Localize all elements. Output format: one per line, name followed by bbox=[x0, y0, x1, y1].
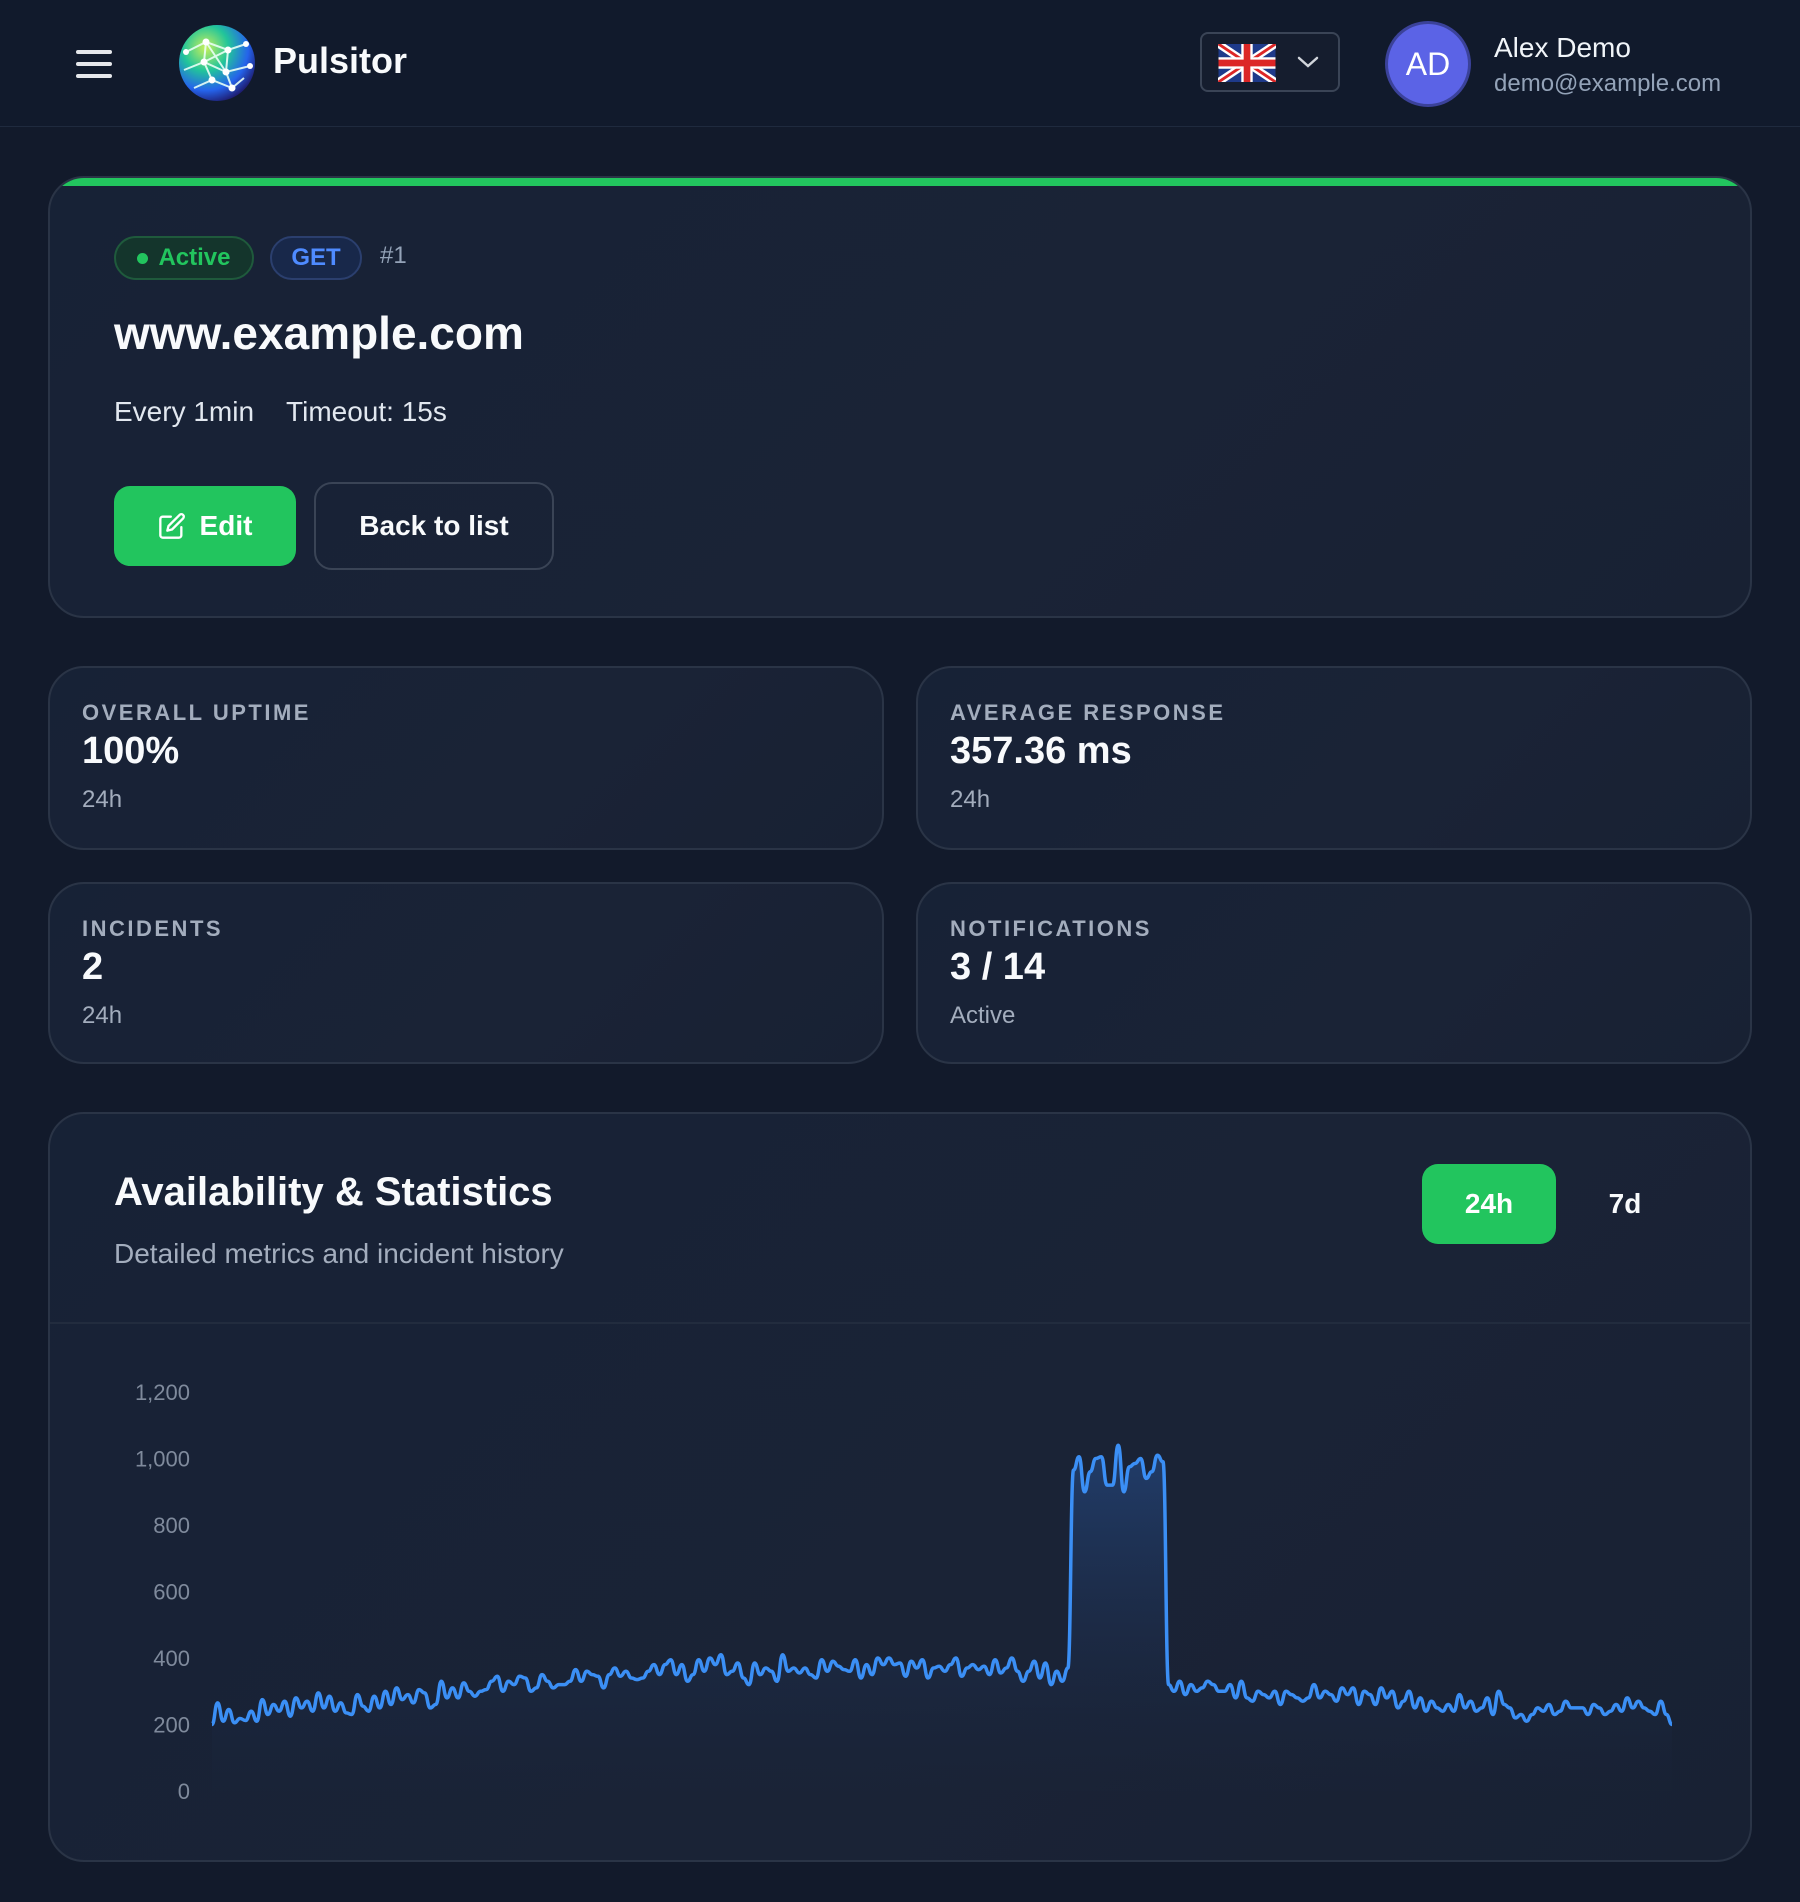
y-tick-label: 600 bbox=[153, 1580, 190, 1605]
y-tick-label: 200 bbox=[153, 1713, 190, 1738]
stat-sub: 24h bbox=[82, 1002, 123, 1029]
y-tick-label: 1,000 bbox=[135, 1447, 190, 1472]
uk-flag-icon bbox=[1218, 44, 1276, 82]
stat-label: NOTIFICATIONS bbox=[950, 916, 1152, 941]
edit-button[interactable]: Edit bbox=[114, 486, 296, 566]
stat-sub: 24h bbox=[950, 786, 991, 813]
monitor-card: Active GET #1 www.example.com Every 1min… bbox=[48, 176, 1752, 618]
y-tick-label: 400 bbox=[153, 1646, 190, 1671]
stat-card-uptime: OVERALL UPTIME 100% 24h bbox=[48, 666, 884, 850]
divider bbox=[50, 1322, 1750, 1324]
menu-icon[interactable] bbox=[76, 48, 116, 80]
user-name: Alex Demo bbox=[1494, 32, 1631, 63]
chevron-down-icon bbox=[1297, 56, 1319, 68]
stat-value: 3 / 14 bbox=[950, 946, 1046, 988]
stat-sub: Active bbox=[950, 1002, 1016, 1029]
method-badge: GET bbox=[270, 236, 362, 280]
edit-icon bbox=[158, 513, 185, 539]
y-tick-label: 1,200 bbox=[135, 1380, 190, 1405]
back-to-list-button[interactable]: Back to list bbox=[314, 482, 554, 570]
status-badge: Active bbox=[114, 236, 254, 280]
stat-value: 2 bbox=[82, 946, 104, 988]
language-select[interactable] bbox=[1200, 32, 1340, 92]
status-accent-bar bbox=[50, 178, 1750, 186]
stat-label: AVERAGE RESPONSE bbox=[950, 700, 1226, 725]
globe-logo-icon bbox=[176, 22, 258, 104]
stat-label: INCIDENTS bbox=[82, 916, 224, 941]
response-time-chart: 0 200 400 600 800 1,000 1,200 bbox=[135, 1380, 1673, 1804]
avatar[interactable]: AD bbox=[1388, 24, 1468, 104]
monitor-meta: Every 1min Timeout: 15s bbox=[114, 396, 447, 428]
stat-value: 357.36 ms bbox=[950, 730, 1132, 772]
stat-card-notifications: NOTIFICATIONS 3 / 14 Active bbox=[916, 882, 1752, 1064]
status-badge-label: Active bbox=[158, 244, 231, 271]
edit-button-label: Edit bbox=[199, 510, 253, 541]
y-tick-label: 0 bbox=[178, 1779, 190, 1804]
range-7d-button[interactable]: 7d bbox=[1570, 1164, 1680, 1244]
section-subtitle: Detailed metrics and incident history bbox=[114, 1238, 564, 1269]
top-bar: Pulsitor AD Alex Demo demo@example.com bbox=[0, 0, 1800, 127]
response-area bbox=[212, 1445, 1672, 1791]
section-title: Availability & Statistics bbox=[114, 1170, 553, 1214]
check-interval: Every 1min bbox=[114, 396, 255, 427]
monitor-url: www.example.com bbox=[114, 307, 524, 359]
y-tick-label: 800 bbox=[153, 1513, 190, 1538]
timeout: Timeout: 15s bbox=[286, 396, 447, 427]
stat-card-response: AVERAGE RESPONSE 357.36 ms 24h bbox=[916, 666, 1752, 850]
availability-card: Availability & Statistics Detailed metri… bbox=[48, 1112, 1752, 1862]
stat-value: 100% bbox=[82, 730, 180, 772]
range-24h-button[interactable]: 24h bbox=[1422, 1164, 1556, 1244]
stat-card-incidents: INCIDENTS 2 24h bbox=[48, 882, 884, 1064]
stat-label: OVERALL UPTIME bbox=[82, 700, 311, 725]
status-dot-icon bbox=[137, 252, 149, 264]
response-line bbox=[210, 1443, 1673, 1727]
app-name: Pulsitor bbox=[273, 40, 408, 81]
monitor-id: #1 bbox=[380, 242, 407, 269]
stat-sub: 24h bbox=[82, 786, 123, 813]
user-email: demo@example.com bbox=[1494, 70, 1722, 97]
